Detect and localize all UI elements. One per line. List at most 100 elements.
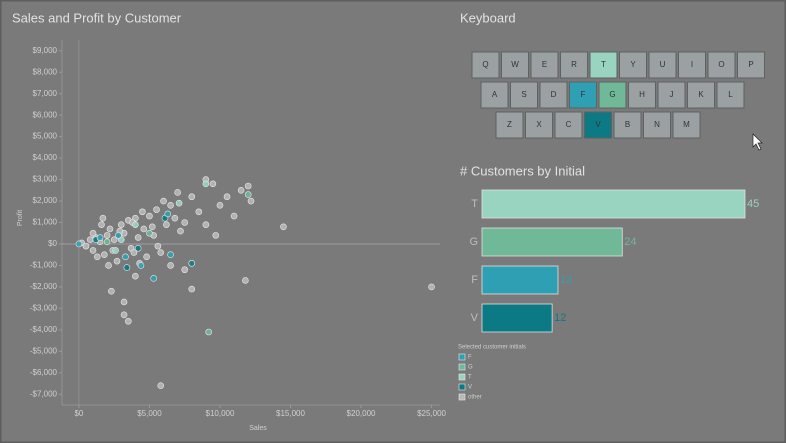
- key-label[interactable]: M: [683, 120, 690, 129]
- key-label[interactable]: I: [691, 60, 693, 69]
- key[interactable]: [657, 81, 686, 109]
- key-label[interactable]: F: [581, 90, 586, 99]
- key-label[interactable]: Z: [507, 120, 512, 129]
- key[interactable]: [471, 51, 500, 79]
- value-label: 24: [624, 236, 636, 248]
- scatter-point: [132, 272, 139, 280]
- key-label[interactable]: A: [492, 90, 498, 99]
- key[interactable]: [589, 51, 618, 79]
- key[interactable]: [569, 81, 597, 109]
- value-label: 45: [747, 198, 759, 210]
- y-tick-label: -$3,000: [30, 303, 58, 312]
- key[interactable]: [613, 111, 642, 139]
- key-label[interactable]: G: [609, 90, 615, 99]
- scatter-point: [105, 262, 112, 269]
- scatter-point: [174, 189, 181, 196]
- x-tick-label: $15,000: [276, 409, 305, 418]
- key[interactable]: [501, 51, 529, 79]
- key-label[interactable]: B: [625, 120, 630, 129]
- key-label[interactable]: H: [639, 90, 645, 99]
- key[interactable]: [510, 81, 538, 109]
- scatter-point: [428, 283, 435, 291]
- scatter-point: [195, 208, 203, 216]
- scatter-point: [115, 232, 122, 239]
- key[interactable]: [554, 111, 583, 139]
- key-label[interactable]: X: [536, 120, 542, 129]
- legend-swatch: [458, 383, 466, 391]
- key[interactable]: [737, 51, 765, 79]
- key-label[interactable]: U: [660, 60, 666, 69]
- scatter-point: [123, 264, 131, 271]
- scatter-point: [205, 328, 212, 336]
- scatter-point: [101, 251, 108, 259]
- y-tick-label: -$5,000: [30, 346, 58, 355]
- key-label[interactable]: E: [542, 60, 547, 69]
- key-label[interactable]: V: [595, 120, 601, 129]
- key[interactable]: [648, 51, 677, 79]
- key[interactable]: [628, 81, 656, 109]
- key[interactable]: [687, 81, 715, 109]
- scatter-point: [110, 236, 118, 243]
- scatter-point: [143, 253, 150, 261]
- scatter-point: [150, 275, 157, 282]
- bar: [481, 265, 559, 295]
- scatter-point: [154, 242, 162, 250]
- key-label[interactable]: Q: [482, 60, 488, 69]
- key-label[interactable]: O: [718, 60, 724, 69]
- scatter-title: Sales and Profit by Customer: [12, 10, 182, 25]
- y-axis-title: Profit: [17, 210, 24, 226]
- key-label[interactable]: J: [670, 90, 674, 99]
- y-tick-label: $8,000: [33, 67, 58, 76]
- key[interactable]: [495, 111, 524, 139]
- scatter-point: [164, 210, 172, 218]
- key-label[interactable]: S: [521, 90, 526, 99]
- category-label: G: [469, 236, 478, 248]
- key-label[interactable]: D: [551, 90, 557, 99]
- scatter-point: [134, 244, 142, 252]
- key[interactable]: [584, 111, 612, 139]
- key[interactable]: [598, 81, 627, 109]
- scatter-point: [124, 317, 132, 325]
- key-label[interactable]: L: [728, 90, 733, 99]
- key[interactable]: [643, 111, 671, 139]
- scatter-point: [146, 229, 153, 237]
- key[interactable]: [619, 51, 647, 79]
- scatter-point: [112, 247, 119, 254]
- y-tick-label: -$2,000: [30, 282, 58, 291]
- scatter-point: [280, 223, 287, 231]
- key[interactable]: [716, 81, 745, 109]
- key[interactable]: [539, 81, 568, 109]
- key[interactable]: [672, 111, 701, 139]
- y-tick-label: $4,000: [33, 153, 58, 162]
- key-label[interactable]: N: [654, 120, 660, 129]
- key-label[interactable]: K: [698, 90, 704, 99]
- scatter-point: [181, 266, 189, 274]
- key[interactable]: [707, 51, 736, 79]
- key-label[interactable]: Y: [630, 60, 636, 69]
- scatter-point: [247, 197, 255, 205]
- key[interactable]: [530, 51, 559, 79]
- scatter-point: [167, 262, 174, 269]
- scatter-point: [223, 193, 231, 201]
- x-tick-label: $0: [74, 409, 83, 418]
- key-label[interactable]: T: [601, 60, 606, 69]
- scatter-point: [139, 208, 146, 216]
- key[interactable]: [560, 51, 588, 79]
- bar-title: # Customers by Initial: [460, 163, 585, 178]
- scatter-point: [202, 221, 210, 228]
- y-tick-label: $2,000: [33, 196, 58, 205]
- scatter-point: [181, 219, 189, 226]
- key-label[interactable]: C: [566, 120, 572, 129]
- key-label[interactable]: W: [511, 60, 519, 69]
- scatter-point: [130, 249, 138, 256]
- scatter-point: [177, 227, 184, 235]
- key[interactable]: [678, 51, 706, 79]
- category-label: V: [471, 312, 479, 324]
- key[interactable]: [525, 111, 553, 139]
- key-label[interactable]: P: [748, 60, 753, 69]
- legend-swatch: [458, 353, 466, 361]
- scatter-point: [93, 253, 101, 261]
- key-label[interactable]: R: [571, 60, 577, 69]
- bar: [481, 189, 746, 219]
- key[interactable]: [480, 81, 509, 109]
